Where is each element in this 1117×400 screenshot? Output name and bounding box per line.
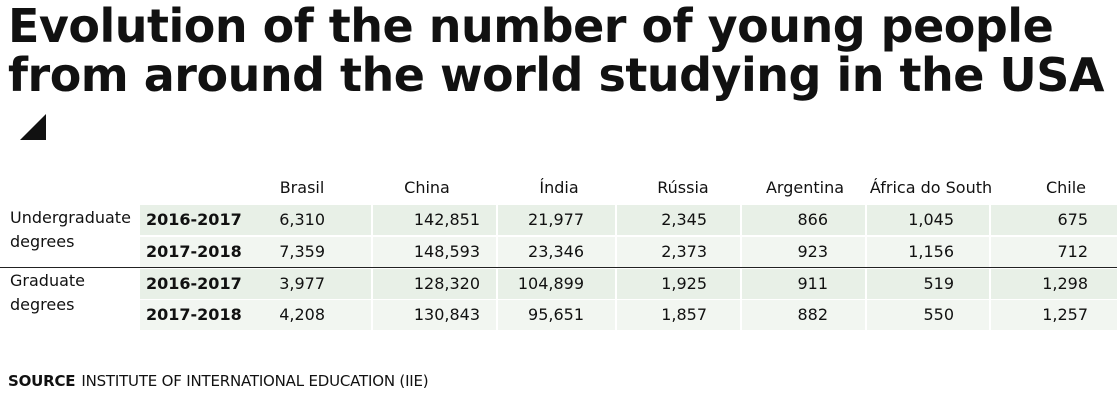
table-cell: 104,899 bbox=[517, 274, 584, 293]
table-cell: 866 bbox=[797, 210, 828, 229]
column-header: Rússia bbox=[657, 178, 709, 197]
table-cell: 4,208 bbox=[279, 305, 325, 324]
table-cell: 1,857 bbox=[661, 305, 707, 324]
table-cell: 882 bbox=[797, 305, 828, 324]
source-label: SOURCE bbox=[8, 372, 76, 390]
table-cell: 128,320 bbox=[413, 274, 480, 293]
column-header: China bbox=[404, 178, 450, 197]
table-cell: 142,851 bbox=[413, 210, 480, 229]
table-cell: 3,977 bbox=[279, 274, 325, 293]
table-cell: 2,345 bbox=[661, 210, 707, 229]
table-cell: 23,346 bbox=[528, 242, 584, 261]
table-cell: 1,257 bbox=[1042, 305, 1088, 324]
group-label: Undergraduate degrees bbox=[10, 208, 131, 251]
table-cell: 21,977 bbox=[528, 210, 584, 229]
column-header: Argentina bbox=[765, 178, 845, 197]
row-band bbox=[140, 269, 1117, 299]
table-cell: 550 bbox=[923, 305, 954, 324]
column-header: Índia bbox=[539, 178, 579, 197]
column-header: Chile bbox=[1045, 178, 1087, 197]
table-cell: 911 bbox=[797, 274, 828, 293]
table-cell: 6,310 bbox=[279, 210, 325, 229]
table-cell: 130,843 bbox=[413, 305, 480, 324]
column-header: África do South bbox=[869, 178, 993, 197]
column-header: Brasil bbox=[279, 178, 325, 197]
row-band bbox=[140, 300, 1117, 330]
triangle-icon bbox=[20, 114, 46, 140]
year-label: 2017-2018 bbox=[146, 242, 242, 261]
table-cell: 1,298 bbox=[1042, 274, 1088, 293]
table-cell: 712 bbox=[1057, 242, 1088, 261]
table-cell: 148,593 bbox=[413, 242, 480, 261]
chart-title: Evolution of the number of young people … bbox=[8, 2, 1108, 149]
chart-title-text: Evolution of the number of young people … bbox=[8, 0, 1105, 102]
group-divider bbox=[0, 267, 1117, 268]
table-cell: 1,156 bbox=[908, 242, 954, 261]
year-label: 2016-2017 bbox=[146, 210, 242, 229]
table-cell: 7,359 bbox=[279, 242, 325, 261]
row-band bbox=[140, 205, 1117, 235]
data-table: Brasil China Índia Rússia Argentina África do… bbox=[0, 170, 1117, 335]
table-cell: 1,045 bbox=[908, 210, 954, 229]
table-cell: 1,925 bbox=[661, 274, 707, 293]
source-note: SOURCE INSTITUTE OF INTERNATIONAL EDUCATI… bbox=[8, 372, 429, 390]
table-cell: 675 bbox=[1057, 210, 1088, 229]
year-label: 2016-2017 bbox=[146, 274, 242, 293]
table-cell: 95,651 bbox=[528, 305, 584, 324]
table-cell: 923 bbox=[797, 242, 828, 261]
table-cell: 519 bbox=[923, 274, 954, 293]
year-label: 2017-2018 bbox=[146, 305, 242, 324]
source-text: INSTITUTE OF INTERNATIONAL EDUCATION (II… bbox=[81, 372, 429, 390]
group-label: Graduate degrees bbox=[10, 271, 85, 314]
row-band bbox=[140, 237, 1117, 267]
table-cell: 2,373 bbox=[661, 242, 707, 261]
